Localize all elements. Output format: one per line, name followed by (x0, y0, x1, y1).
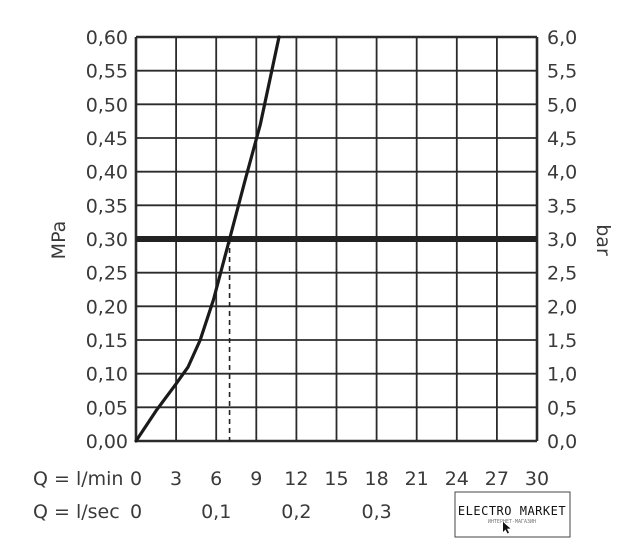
y-tick-label-right: 4,5 (547, 128, 577, 150)
x-tick-label-lsec: 0,2 (281, 501, 311, 523)
series-line (134, 35, 281, 443)
x-tick-label-lmin: 21 (405, 468, 429, 490)
y-tick-label-right: 1,5 (547, 330, 577, 352)
y-axis-right-label: bar (592, 224, 614, 256)
x-tick-label-lsec: 0 (130, 501, 142, 523)
y-tick-label-right: 1,0 (547, 364, 577, 386)
watermark-subtitle: ИНТЕРНЕТ-МАГАЗИН (488, 519, 536, 525)
x-tick-label-lmin: 30 (525, 468, 549, 490)
y-tick-label-left: 0,55 (86, 61, 128, 83)
y-tick-label-right: 5,0 (547, 94, 577, 116)
y-tick-label-right: 2,5 (547, 263, 577, 285)
y-tick-label-left: 0,10 (86, 364, 128, 386)
watermark-box (454, 491, 571, 538)
x-tick-label-lsec: 0,1 (201, 501, 231, 523)
y-tick-label-right: 3,0 (547, 229, 577, 251)
y-tick-label-left: 0,30 (86, 229, 128, 251)
y-tick-label-left: 0,40 (86, 162, 128, 184)
y-tick-label-left: 0,25 (86, 263, 128, 285)
watermark: ELECTRO MARKET ИНТЕРНЕТ-МАГАЗИН (454, 491, 571, 538)
y-tick-label-right: 2,0 (547, 296, 577, 318)
y-tick-label-left: 0,60 (86, 27, 128, 49)
x-tick-label-lmin: 18 (365, 468, 389, 490)
x-tick-label-lmin: 24 (445, 468, 469, 490)
y-tick-label-left: 0,00 (86, 431, 128, 453)
y-tick-label-left: 0,05 (86, 397, 128, 419)
y-tick-label-right: 4,0 (547, 162, 577, 184)
y-tick-label-right: 0,0 (547, 431, 577, 453)
y-axis-left-ticks: 0,00 0,05 0,10 0,15 0,20 0,25 0,30 0,35 0,40 0,45… (86, 27, 128, 453)
y-tick-label-left: 0,35 (86, 195, 128, 217)
y-axis-right-ticks: 0,0 0,5 1,0 1,5 2,0 2,5 3,0 3,5 4,0 4,5 5,0 5,5 6,0 (547, 27, 577, 453)
x-tick-label-lmin: 9 (250, 468, 262, 490)
x-axis-lsec-label: Q = l/sec (33, 501, 120, 523)
x-tick-label-lmin: 6 (210, 468, 222, 490)
x-axis-lsec-ticks: 0 0,1 0,2 0,3 (130, 501, 392, 523)
x-tick-label-lmin: 0 (130, 468, 142, 490)
y-tick-label-right: 3,5 (547, 195, 577, 217)
watermark-title: ELECTRO MARKET (458, 504, 566, 518)
y-tick-label-left: 0,45 (86, 128, 128, 150)
x-axis-lmin-label: Q = l/min (33, 468, 123, 490)
y-tick-label-left: 0,20 (86, 296, 128, 318)
y-tick-label-right: 0,5 (547, 397, 577, 419)
y-tick-label-right: 6,0 (547, 27, 577, 49)
x-tick-label-lmin: 27 (485, 468, 509, 490)
series-layer (134, 35, 537, 443)
y-tick-label-right: 5,5 (547, 61, 577, 83)
cursor-icon (503, 522, 511, 534)
x-tick-label-lsec: 0,3 (361, 501, 391, 523)
x-axis-lmin-ticks: 0 3 6 9 12 15 18 21 24 27 30 (130, 468, 549, 490)
y-tick-label-left: 0,50 (86, 94, 128, 116)
x-tick-label-lmin: 12 (284, 468, 308, 490)
x-tick-label-lmin: 3 (170, 468, 182, 490)
x-tick-label-lmin: 15 (324, 468, 348, 490)
y-axis-left-label: MPa (48, 221, 70, 260)
y-tick-label-left: 0,15 (86, 330, 128, 352)
